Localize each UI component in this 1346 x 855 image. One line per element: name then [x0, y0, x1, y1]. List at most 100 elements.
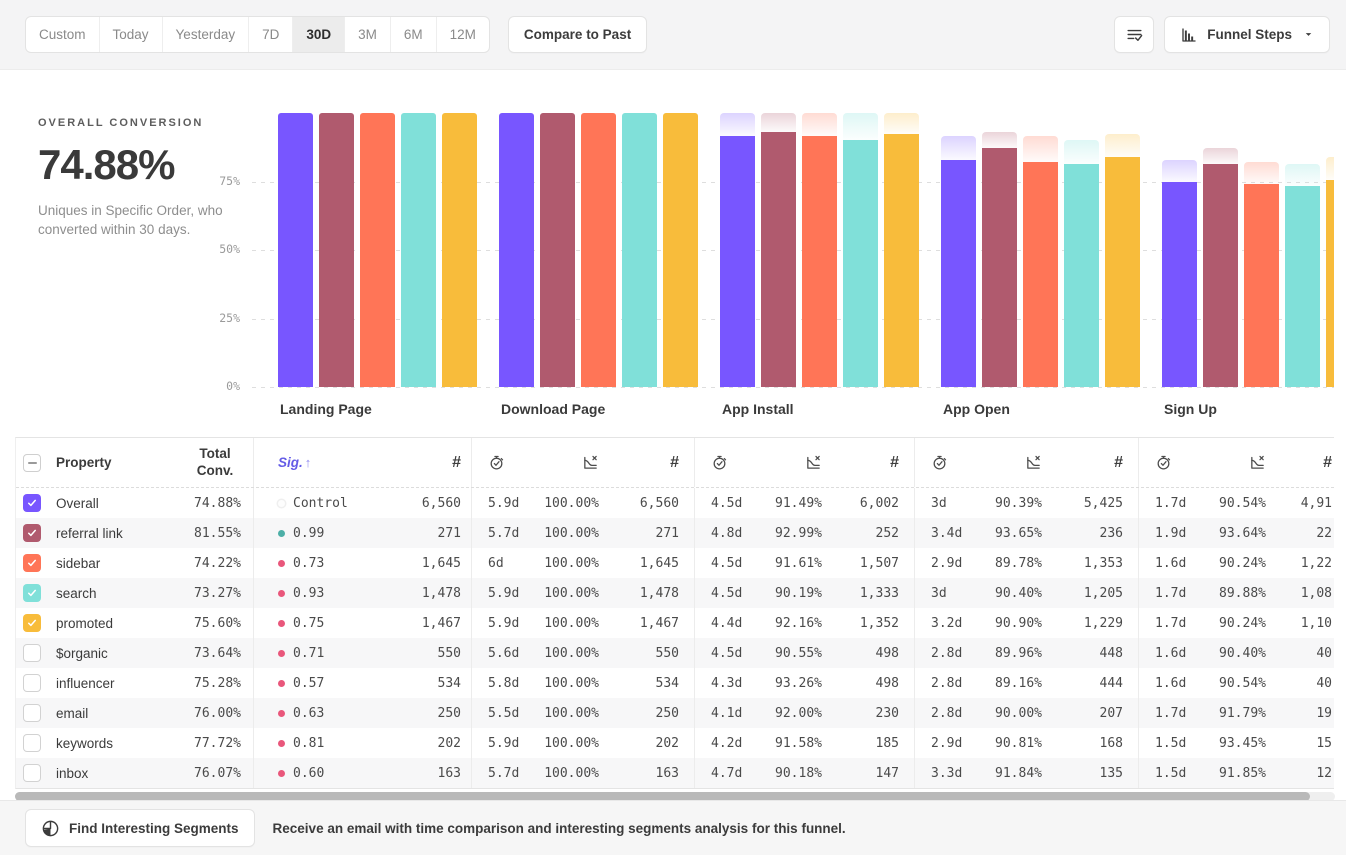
chart-type-button[interactable]: Funnel Steps — [1164, 16, 1330, 53]
table-row-referral-link[interactable]: referral link 81.55% 0.99 271 5.7d 100.00% 271… — [16, 518, 1334, 548]
step-cells-app-install: 4.5d 90.19% 1,333 — [694, 578, 914, 608]
table-row-overall[interactable]: Overall 74.88% Control 6,560 5.9d 100.00% 6,56… — [16, 488, 1334, 518]
bar-dropoff-app-open-referral-link[interactable] — [982, 132, 1017, 149]
table-row-keywords[interactable]: keywords 77.72% 0.81 202 5.9d 100.00% 202 4.2d 9… — [16, 728, 1334, 758]
bar-download-page-search[interactable] — [622, 113, 657, 387]
row-checkbox[interactable] — [23, 614, 41, 632]
table-row-email[interactable]: email 76.00% 0.63 250 5.5d 100.00% 250 4.1d 92.0… — [16, 698, 1334, 728]
bar-download-page-referral-link[interactable] — [540, 113, 575, 387]
row-checkbox[interactable] — [23, 524, 41, 542]
bar-landing-page-overall[interactable] — [278, 113, 313, 387]
bar-dropoff-sign-up-search[interactable] — [1285, 163, 1320, 187]
bar-dropoff-app-install-search[interactable] — [843, 113, 878, 140]
bar-dropoff-sign-up-sidebar[interactable] — [1244, 161, 1279, 184]
bar-dropoff-app-install-referral-link[interactable] — [761, 113, 796, 133]
row-checkbox[interactable] — [23, 704, 41, 722]
bar-dropoff-app-install-promoted[interactable] — [884, 113, 919, 135]
significance-value: Control — [293, 495, 348, 511]
date-range-12m[interactable]: 12M — [437, 17, 489, 52]
bar-dropoff-app-install-overall[interactable] — [720, 113, 755, 137]
step-count: 1,478 — [421, 585, 461, 601]
bar-landing-page-search[interactable] — [401, 113, 436, 387]
compare-to-past-button[interactable]: Compare to Past — [507, 16, 648, 53]
total-conversion-header[interactable]: Total Conv. — [196, 445, 234, 478]
bar-dropoff-app-install-sidebar[interactable] — [802, 113, 837, 136]
count-header[interactable]: # — [599, 454, 694, 472]
bar-app-open-search[interactable] — [1064, 163, 1099, 387]
bar-download-page-promoted[interactable] — [663, 113, 698, 387]
horizontal-scrollbar-track[interactable] — [15, 792, 1335, 801]
date-range-yesterday[interactable]: Yesterday — [163, 17, 250, 52]
count-header[interactable]: # — [381, 454, 471, 472]
date-range-30d[interactable]: 30D — [293, 17, 346, 52]
time-to-convert-header[interactable] — [472, 454, 534, 471]
bar-sign-up-search[interactable] — [1285, 186, 1320, 387]
bar-app-install-sidebar[interactable] — [802, 135, 837, 387]
row-checkbox[interactable] — [23, 644, 41, 662]
bar-app-install-overall[interactable] — [720, 136, 755, 387]
bar-app-open-promoted[interactable] — [1105, 157, 1140, 387]
bar-sign-up-promoted[interactable] — [1326, 179, 1334, 387]
view-options-button[interactable] — [1114, 16, 1155, 53]
table-row-sidebar[interactable]: sidebar 74.22% 0.73 1,645 6d 100.00% 1,645 4.5d… — [16, 548, 1334, 578]
count-header[interactable]: # — [822, 454, 914, 472]
row-checkbox[interactable] — [23, 674, 41, 692]
chart-type-label: Funnel Steps — [1207, 27, 1292, 42]
bar-app-install-referral-link[interactable] — [761, 132, 796, 387]
select-all-checkbox[interactable] — [23, 453, 41, 472]
bar-app-open-referral-link[interactable] — [982, 148, 1017, 387]
count-icon: # — [452, 453, 461, 471]
time-to-convert-header[interactable] — [695, 454, 757, 471]
bar-sign-up-sidebar[interactable] — [1244, 183, 1279, 387]
step-count: 19 — [1316, 705, 1332, 721]
bar-app-open-overall[interactable] — [941, 160, 976, 387]
bar-download-page-sidebar[interactable] — [581, 113, 616, 387]
bar-sign-up-overall[interactable] — [1162, 181, 1197, 387]
count-header[interactable]: # — [1266, 454, 1334, 472]
date-range-6m[interactable]: 6M — [391, 17, 437, 52]
conversion-rate-header[interactable] — [757, 454, 822, 471]
bar-dropoff-sign-up-promoted[interactable] — [1326, 157, 1334, 180]
bar-landing-page-promoted[interactable] — [442, 113, 477, 387]
find-interesting-segments-button[interactable]: Find Interesting Segments — [25, 809, 255, 847]
bar-dropoff-app-open-search[interactable] — [1064, 139, 1099, 164]
total-conversion-value: 75.28% — [194, 675, 241, 691]
row-checkbox[interactable] — [23, 734, 41, 752]
bar-app-install-search[interactable] — [843, 139, 878, 387]
property-header[interactable]: Property — [56, 455, 112, 470]
date-range-3m[interactable]: 3M — [345, 17, 391, 52]
horizontal-scrollbar-thumb[interactable] — [15, 792, 1310, 801]
bar-dropoff-sign-up-overall[interactable] — [1162, 160, 1197, 182]
bar-landing-page-sidebar[interactable] — [360, 113, 395, 387]
bar-app-open-sidebar[interactable] — [1023, 161, 1058, 387]
row-checkbox[interactable] — [23, 554, 41, 572]
bar-landing-page-referral-link[interactable] — [319, 113, 354, 387]
conversion-rate-header[interactable] — [534, 454, 599, 471]
row-checkbox[interactable] — [23, 494, 41, 512]
table-row-search[interactable]: search 73.27% 0.93 1,478 5.9d 100.00% 1,478 4.5… — [16, 578, 1334, 608]
bar-dropoff-app-open-overall[interactable] — [941, 136, 976, 161]
row-checkbox[interactable] — [23, 764, 41, 782]
table-row--organic[interactable]: $organic 73.64% 0.71 550 5.6d 100.00% 550 4.5d 9… — [16, 638, 1334, 668]
count-header[interactable]: # — [1042, 454, 1138, 472]
date-range-today[interactable]: Today — [100, 17, 163, 52]
row-checkbox[interactable] — [23, 584, 41, 602]
conversion-rate-header[interactable] — [1201, 454, 1266, 471]
bar-dropoff-app-open-promoted[interactable] — [1105, 134, 1140, 158]
significance-header[interactable]: Sig. ↑ — [254, 455, 381, 470]
table-row-promoted[interactable]: promoted 75.60% 0.75 1,467 5.9d 100.00% 1,467 4… — [16, 608, 1334, 638]
date-range-7d[interactable]: 7D — [249, 17, 294, 52]
bar-dropoff-sign-up-referral-link[interactable] — [1203, 148, 1238, 164]
bar-dropoff-app-open-sidebar[interactable] — [1023, 135, 1058, 162]
bar-download-page-overall[interactable] — [499, 113, 534, 387]
time-to-convert-value: 4.5d — [711, 555, 743, 571]
bar-sign-up-referral-link[interactable] — [1203, 163, 1238, 387]
table-row-influencer[interactable]: influencer 75.28% 0.57 534 5.8d 100.00% 534 4.3… — [16, 668, 1334, 698]
time-to-convert-header[interactable] — [915, 454, 977, 471]
table-row-inbox[interactable]: inbox 76.07% 0.60 163 5.7d 100.00% 163 4.7d 90.1… — [16, 758, 1334, 788]
row-checkbox-cell — [16, 614, 56, 632]
conversion-rate-header[interactable] — [977, 454, 1042, 471]
date-range-custom[interactable]: Custom — [26, 17, 100, 52]
time-to-convert-header[interactable] — [1139, 454, 1201, 471]
bar-app-install-promoted[interactable] — [884, 134, 919, 387]
